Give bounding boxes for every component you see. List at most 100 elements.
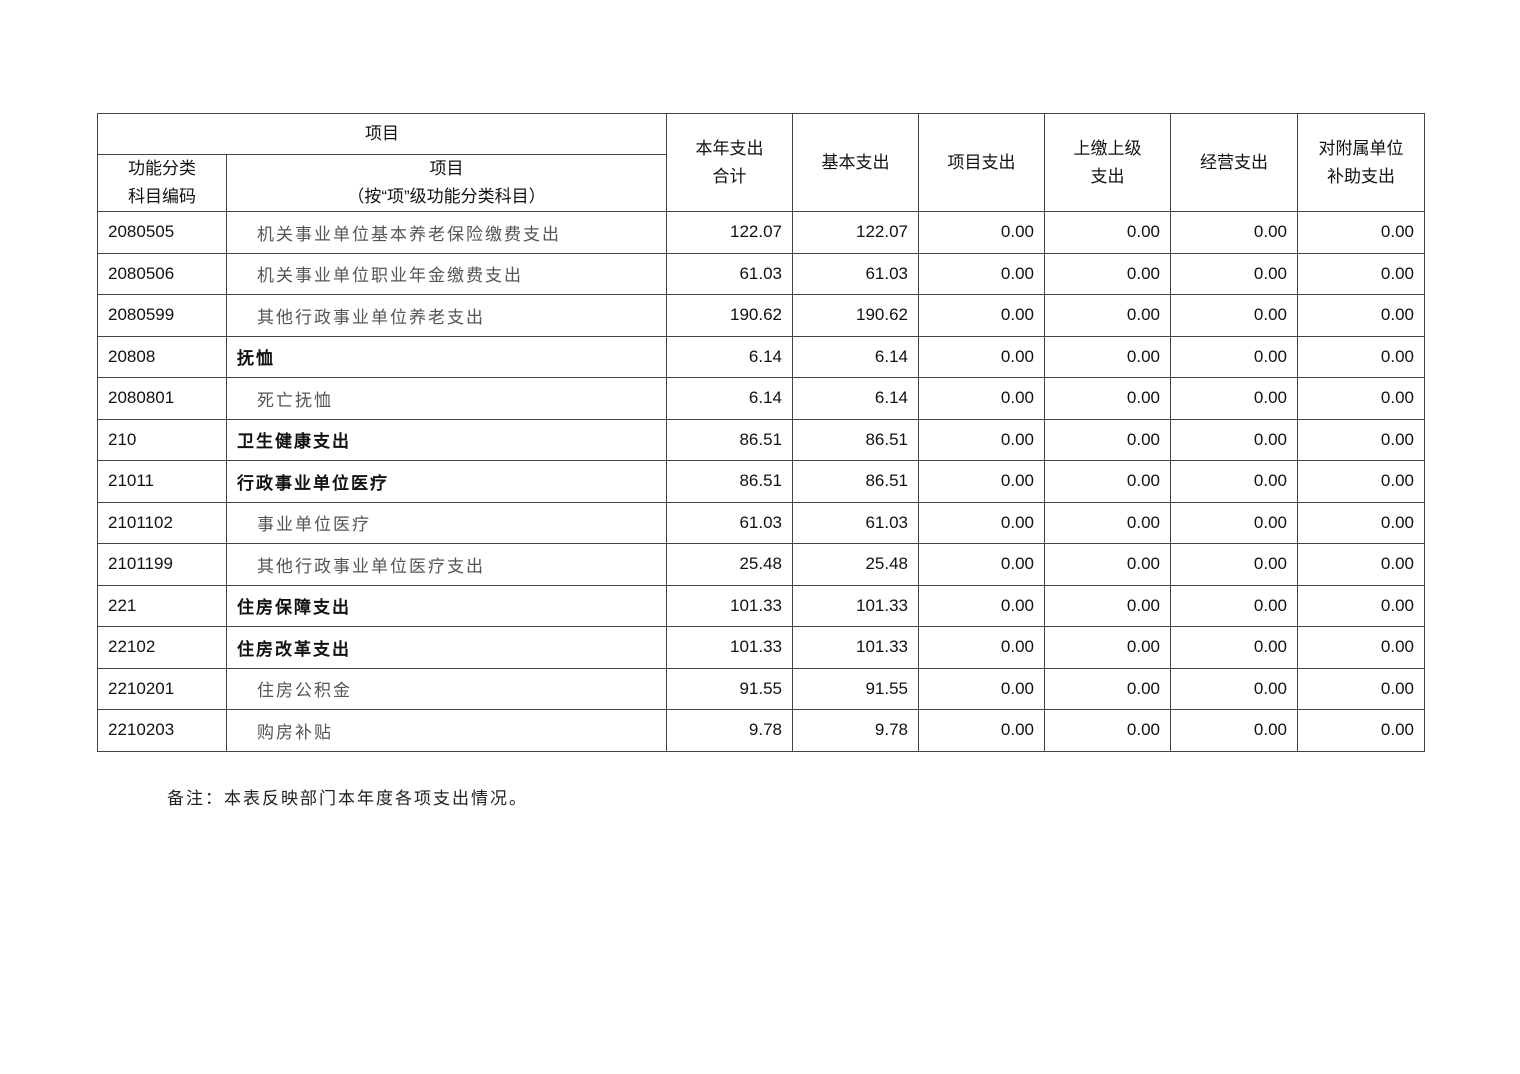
header-subsidiary: 对附属单位 补助支出 xyxy=(1297,113,1425,212)
value-cell: 0.00 xyxy=(1170,211,1298,254)
value-cell: 25.48 xyxy=(792,543,919,586)
header-business: 经营支出 xyxy=(1170,113,1298,212)
value-cell: 0.00 xyxy=(918,377,1045,420)
value-cell: 0.00 xyxy=(918,584,1045,627)
value-cell: 0.00 xyxy=(1044,584,1171,627)
table-note: 备注：本表反映部门本年度各项支出情况。 xyxy=(167,789,528,808)
value-cell: 86.51 xyxy=(792,460,919,503)
value-cell: 0.00 xyxy=(1297,501,1425,544)
value-cell: 0.00 xyxy=(918,543,1045,586)
value-cell: 0.00 xyxy=(1170,377,1298,420)
table-row: 221 住房保障支出 101.33 101.33 0.00 0.00 0.00 0.00 xyxy=(97,584,1425,627)
value-cell: 61.03 xyxy=(792,501,919,544)
value-cell: 0.00 xyxy=(1170,418,1298,461)
header-item: 项目 （按“项”级功能分类科目） xyxy=(226,154,667,212)
value-cell: 0.00 xyxy=(1297,543,1425,586)
item-name-cell: 住房公积金 xyxy=(226,667,667,710)
value-cell: 0.00 xyxy=(1297,211,1425,254)
value-cell: 0.00 xyxy=(918,252,1045,295)
item-name-cell: 行政事业单位医疗 xyxy=(226,460,667,503)
value-cell: 0.00 xyxy=(1297,626,1425,669)
header-item-group: 项目 xyxy=(97,113,667,155)
value-cell: 0.00 xyxy=(1297,584,1425,627)
value-cell: 0.00 xyxy=(1170,709,1298,752)
value-cell: 6.14 xyxy=(792,377,919,420)
value-cell: 61.03 xyxy=(666,501,793,544)
value-cell: 0.00 xyxy=(1044,418,1171,461)
value-cell: 0.00 xyxy=(1044,335,1171,378)
item-name-cell: 卫生健康支出 xyxy=(226,418,667,461)
table-row: 2210203 购房补贴 9.78 9.78 0.00 0.00 0.00 0.00 xyxy=(97,709,1425,752)
value-cell: 0.00 xyxy=(1170,501,1298,544)
code-cell: 2210203 xyxy=(97,709,227,752)
item-name-cell: 机关事业单位基本养老保险缴费支出 xyxy=(226,211,667,254)
value-cell: 0.00 xyxy=(1044,543,1171,586)
value-cell: 61.03 xyxy=(666,252,793,295)
item-name-cell: 其他行政事业单位养老支出 xyxy=(226,294,667,337)
value-cell: 0.00 xyxy=(918,211,1045,254)
value-cell: 0.00 xyxy=(918,460,1045,503)
item-name-cell: 住房改革支出 xyxy=(226,626,667,669)
header-project: 项目支出 xyxy=(918,113,1045,212)
value-cell: 0.00 xyxy=(1044,211,1171,254)
value-cell: 86.51 xyxy=(666,460,793,503)
code-cell: 2101199 xyxy=(97,543,227,586)
code-cell: 2080801 xyxy=(97,377,227,420)
code-cell: 22102 xyxy=(97,626,227,669)
value-cell: 0.00 xyxy=(1170,294,1298,337)
value-cell: 6.14 xyxy=(666,377,793,420)
value-cell: 0.00 xyxy=(918,335,1045,378)
code-cell: 2080505 xyxy=(97,211,227,254)
table-row: 2080506 机关事业单位职业年金缴费支出 61.03 61.03 0.00 0.00 0… xyxy=(97,252,1425,295)
value-cell: 0.00 xyxy=(1297,460,1425,503)
table-row: 20808 抚恤 6.14 6.14 0.00 0.00 0.00 0.00 xyxy=(97,335,1425,378)
item-name-cell: 机关事业单位职业年金缴费支出 xyxy=(226,252,667,295)
header-total: 本年支出 合计 xyxy=(666,113,793,212)
value-cell: 0.00 xyxy=(1044,626,1171,669)
value-cell: 0.00 xyxy=(1297,667,1425,710)
value-cell: 0.00 xyxy=(1297,377,1425,420)
item-name-cell: 购房补贴 xyxy=(226,709,667,752)
code-cell: 210 xyxy=(97,418,227,461)
value-cell: 0.00 xyxy=(1044,501,1171,544)
value-cell: 9.78 xyxy=(792,709,919,752)
value-cell: 0.00 xyxy=(918,626,1045,669)
table-row: 2210201 住房公积金 91.55 91.55 0.00 0.00 0.00 0.00 xyxy=(97,667,1425,710)
value-cell: 0.00 xyxy=(1044,377,1171,420)
value-cell: 101.33 xyxy=(792,626,919,669)
value-cell: 101.33 xyxy=(666,626,793,669)
item-name-cell: 事业单位医疗 xyxy=(226,501,667,544)
value-cell: 0.00 xyxy=(1044,252,1171,295)
value-cell: 0.00 xyxy=(1297,294,1425,337)
value-cell: 0.00 xyxy=(1170,335,1298,378)
value-cell: 190.62 xyxy=(792,294,919,337)
value-cell: 6.14 xyxy=(792,335,919,378)
value-cell: 61.03 xyxy=(792,252,919,295)
code-cell: 221 xyxy=(97,584,227,627)
value-cell: 0.00 xyxy=(1297,335,1425,378)
code-cell: 20808 xyxy=(97,335,227,378)
value-cell: 9.78 xyxy=(666,709,793,752)
table-row: 210 卫生健康支出 86.51 86.51 0.00 0.00 0.00 0.00 xyxy=(97,418,1425,461)
table-row: 21011 行政事业单位医疗 86.51 86.51 0.00 0.00 0.00 0.00 xyxy=(97,460,1425,503)
value-cell: 0.00 xyxy=(1044,460,1171,503)
value-cell: 0.00 xyxy=(918,294,1045,337)
value-cell: 86.51 xyxy=(792,418,919,461)
value-cell: 0.00 xyxy=(1170,252,1298,295)
item-name-cell: 抚恤 xyxy=(226,335,667,378)
value-cell: 0.00 xyxy=(1170,543,1298,586)
value-cell: 0.00 xyxy=(1044,294,1171,337)
value-cell: 101.33 xyxy=(666,584,793,627)
header-code: 功能分类 科目编码 xyxy=(97,154,227,212)
value-cell: 0.00 xyxy=(1044,709,1171,752)
code-cell: 21011 xyxy=(97,460,227,503)
code-cell: 2101102 xyxy=(97,501,227,544)
table-row: 2080505 机关事业单位基本养老保险缴费支出 122.07 122.07 0.00 0… xyxy=(97,211,1425,254)
value-cell: 0.00 xyxy=(918,501,1045,544)
value-cell: 0.00 xyxy=(1170,584,1298,627)
item-name-cell: 死亡抚恤 xyxy=(226,377,667,420)
table-row: 2080599 其他行政事业单位养老支出 190.62 190.62 0.00 0.00 0… xyxy=(97,294,1425,337)
table-row: 22102 住房改革支出 101.33 101.33 0.00 0.00 0.00 0.00 xyxy=(97,626,1425,669)
value-cell: 0.00 xyxy=(1170,626,1298,669)
value-cell: 0.00 xyxy=(1170,460,1298,503)
